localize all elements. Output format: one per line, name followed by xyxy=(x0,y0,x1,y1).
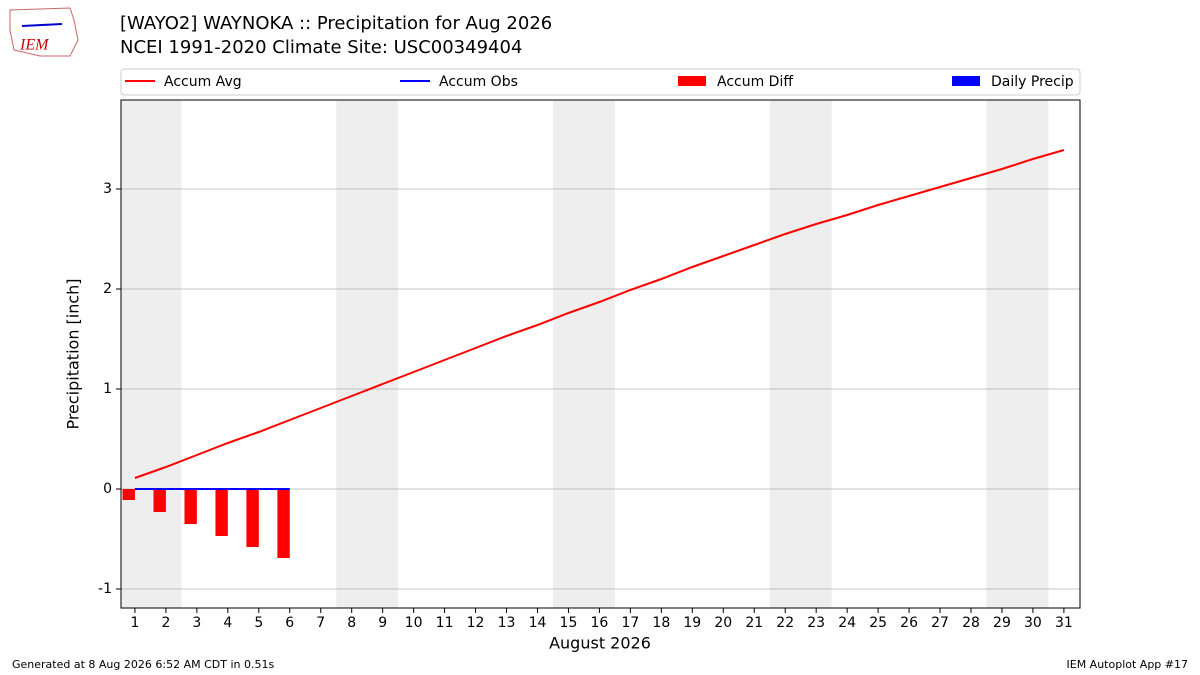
y-tick-label: -1 xyxy=(98,581,112,597)
x-tick-label: 8 xyxy=(347,615,356,631)
bar xyxy=(184,489,197,524)
chart-title: [WAYO2] WAYNOKA :: Precipitation for Aug… xyxy=(120,13,552,34)
bar xyxy=(122,489,135,500)
x-tick-label: 1 xyxy=(130,615,139,631)
line xyxy=(134,149,1065,479)
x-tick-label: 10 xyxy=(405,615,423,631)
y-tick-label: 1 xyxy=(103,381,112,397)
plot-frame xyxy=(120,99,1081,609)
weekend-shade xyxy=(986,100,1049,608)
bar xyxy=(246,489,259,547)
legend-swatch xyxy=(678,76,706,86)
legend-label: Accum Obs xyxy=(439,74,518,90)
x-tick-label: 24 xyxy=(838,615,856,631)
logo: IEM xyxy=(9,7,79,57)
legend-swatch xyxy=(952,76,980,86)
y-tick-label: 2 xyxy=(103,281,112,297)
x-tick-label: 21 xyxy=(745,615,763,631)
x-tick-label: 27 xyxy=(931,615,949,631)
logo-text: IEM xyxy=(19,37,50,54)
weekend-shade xyxy=(769,100,832,608)
x-tick-label: 4 xyxy=(223,615,232,631)
footer-left: Generated at 8 Aug 2026 6:52 AM CDT in 0… xyxy=(12,658,274,671)
x-tick-label: 12 xyxy=(467,615,485,631)
bar xyxy=(215,489,228,536)
x-tick-label: 11 xyxy=(436,615,454,631)
x-tick-label: 31 xyxy=(1055,615,1073,631)
y-tick-label: 3 xyxy=(103,181,112,197)
x-tick-label: 25 xyxy=(869,615,887,631)
x-tick-label: 6 xyxy=(285,615,294,631)
x-tick-label: 9 xyxy=(378,615,387,631)
x-tick-label: 3 xyxy=(192,615,201,631)
x-tick-label: 29 xyxy=(993,615,1011,631)
legend-label: Accum Avg xyxy=(164,74,242,90)
x-tick-label: 18 xyxy=(652,615,670,631)
x-tick-label: 19 xyxy=(683,615,701,631)
y-axis-label: Precipitation [inch] xyxy=(64,278,83,429)
x-tick-label: 17 xyxy=(621,615,639,631)
footer-right: IEM Autoplot App #17 xyxy=(1067,658,1189,671)
bar xyxy=(153,489,166,512)
y-tick-label: 0 xyxy=(103,481,112,497)
bar xyxy=(277,489,290,558)
weekend-shade xyxy=(121,100,182,608)
x-tick-label: 16 xyxy=(591,615,609,631)
x-tick-label: 13 xyxy=(498,615,516,631)
logo-line xyxy=(21,23,63,27)
x-tick-label: 23 xyxy=(807,615,825,631)
x-tick-label: 30 xyxy=(1024,615,1042,631)
x-tick-label: 26 xyxy=(900,615,918,631)
logo-outline xyxy=(9,7,79,57)
legend-label: Accum Diff xyxy=(717,74,793,90)
x-tick-label: 20 xyxy=(714,615,732,631)
x-tick-label: 22 xyxy=(776,615,794,631)
weekend-shade xyxy=(336,100,399,608)
x-tick-label: 2 xyxy=(161,615,170,631)
x-axis-label: August 2026 xyxy=(549,634,651,653)
legend-label: Daily Precip xyxy=(991,74,1074,90)
x-tick-label: 5 xyxy=(254,615,263,631)
x-tick-label: 28 xyxy=(962,615,980,631)
chart-subtitle: NCEI 1991-2020 Climate Site: USC00349404 xyxy=(120,37,522,58)
legend-box xyxy=(120,68,1081,96)
weekend-shade xyxy=(552,100,615,608)
x-tick-label: 7 xyxy=(316,615,325,631)
x-tick-label: 14 xyxy=(529,615,547,631)
x-tick-label: 15 xyxy=(560,615,578,631)
